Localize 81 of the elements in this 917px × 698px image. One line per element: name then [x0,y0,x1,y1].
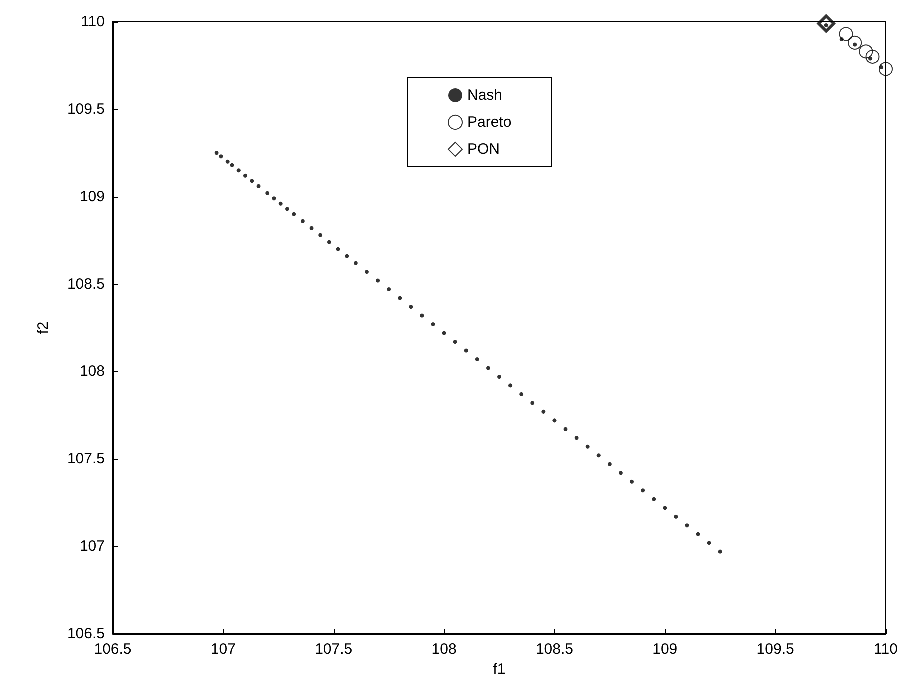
y-tick-label: 106.5 [67,626,105,642]
point [859,44,874,59]
point [376,278,380,283]
point [542,410,546,414]
point [354,261,358,266]
point [256,184,261,188]
x-tick-label: 107 [210,641,236,658]
point [685,524,690,528]
point [453,340,458,344]
point [663,506,668,510]
point [327,240,332,244]
point [574,436,579,440]
point [848,36,862,50]
point [817,14,836,33]
point [464,348,468,353]
x-tick-label: 109.5 [756,641,794,658]
point [336,247,340,252]
point [475,357,480,362]
point [641,488,646,493]
point [310,226,314,230]
y-axis-title: f2 [35,322,52,334]
point [250,179,254,184]
point [442,331,446,336]
point [486,366,490,370]
point [244,174,248,178]
point [292,212,296,216]
point [596,454,601,458]
point [431,322,436,326]
point [839,27,854,42]
point [300,219,305,224]
point [707,541,712,546]
legend-label: Pareto [468,114,512,131]
point [236,168,241,173]
y-tick-label: 110 [81,14,105,30]
point [345,254,350,258]
point [718,550,722,554]
point [387,288,392,292]
x-tick-label: 108 [432,641,457,658]
y-tick-label: 108 [80,363,105,380]
legend-label: Nash [468,87,503,104]
legend-label: PON [468,141,500,158]
point [398,296,402,300]
point [278,202,283,206]
point [498,374,502,379]
y-tick-label: 109 [80,188,105,206]
point [285,207,290,212]
point [230,163,234,168]
x-tick-label: 109 [652,641,678,658]
point [219,154,224,159]
point [618,471,623,476]
point [866,50,880,64]
point [520,392,524,396]
x-tick-label: 106.5 [94,641,132,658]
point [272,196,276,201]
point [652,497,656,502]
point [266,191,270,196]
x-tick-label: 107.5 [315,641,353,658]
x-axis-title: f1 [493,660,506,678]
point [226,160,230,164]
point [824,24,828,28]
point [318,233,323,238]
point [879,62,893,76]
point [608,462,612,466]
point [364,270,369,274]
x-tick-label: 110 [874,641,898,658]
point [630,480,634,484]
point [552,418,557,423]
point [674,514,678,519]
y-tick-label: 107.5 [67,450,105,468]
point [214,151,219,156]
point [508,384,513,388]
point [564,427,568,432]
y-tick-label: 107 [80,538,105,556]
y-tick-label: 109.5 [67,100,105,118]
point [696,532,700,536]
point [409,305,414,310]
x-tick-label: 108.5 [536,641,574,658]
point [586,444,590,449]
point [420,314,424,318]
y-tick-label: 108.5 [67,276,105,293]
point [530,401,535,406]
